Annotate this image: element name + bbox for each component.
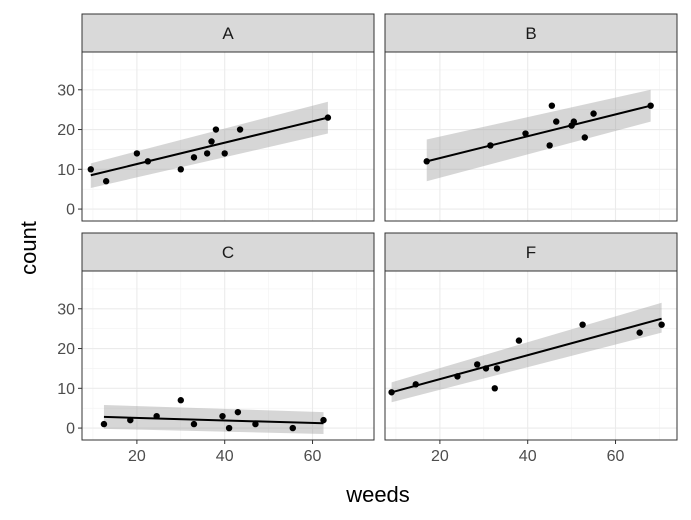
data-point	[236, 126, 244, 133]
facet-panel-F: F	[384, 232, 678, 441]
panel-border	[384, 270, 678, 441]
data-point	[553, 118, 560, 125]
regression-line	[391, 317, 662, 394]
regression-line	[426, 104, 651, 163]
x-tick-label: 20	[431, 448, 449, 465]
data-point	[100, 420, 108, 428]
data-point	[133, 150, 141, 157]
data-point	[647, 102, 654, 109]
data-point	[289, 424, 296, 432]
panel-border	[384, 51, 678, 222]
data-point	[581, 134, 588, 141]
y-axis-tick-labels: 0 10 20 30 0 10 20 30	[57, 82, 82, 438]
facet-panel-B: B	[384, 13, 678, 222]
x-tick-label: 40	[519, 448, 537, 465]
panel-gridlines	[385, 52, 677, 221]
y-axis-title: count	[16, 221, 41, 275]
data-point	[658, 321, 665, 328]
y-tick-label: 0	[66, 202, 75, 219]
data-point	[546, 142, 553, 149]
facet-strip	[81, 13, 375, 53]
data-point	[219, 412, 226, 420]
data-point	[177, 166, 184, 173]
data-point	[127, 416, 134, 424]
data-point	[212, 126, 220, 133]
x-axis-title: weeds	[345, 482, 410, 507]
data-point	[491, 385, 498, 392]
facet-panels: A B C F	[81, 13, 678, 441]
regression-line	[103, 415, 324, 425]
x-tick-label: 60	[304, 448, 322, 465]
data-point	[487, 142, 494, 149]
data-point	[208, 138, 215, 145]
facet-panel-A: A	[81, 13, 375, 222]
facet-strip-label: C	[222, 243, 234, 262]
data-point	[522, 130, 529, 137]
y-tick-label: 10	[57, 162, 75, 179]
data-point	[454, 373, 461, 380]
data-point	[548, 102, 556, 109]
y-tick-label: 30	[57, 301, 75, 318]
x-tick-label: 20	[128, 448, 146, 465]
data-point	[221, 150, 228, 157]
facet-strip	[384, 13, 678, 53]
data-point	[388, 389, 395, 396]
confidence-band	[90, 101, 328, 188]
x-tick-label: 60	[607, 448, 625, 465]
data-point	[87, 166, 94, 173]
panel-background	[82, 52, 374, 221]
panel-border	[81, 51, 375, 222]
panel-background	[385, 52, 677, 221]
facet-strip-label: F	[526, 243, 536, 262]
y-tick-label: 0	[66, 421, 75, 438]
y-tick-label: 10	[57, 381, 75, 398]
data-point	[493, 365, 501, 372]
y-tick-label: 20	[57, 341, 75, 358]
data-point	[252, 420, 259, 428]
facet-strip	[81, 232, 375, 272]
data-point	[570, 118, 578, 125]
data-point	[203, 150, 211, 157]
panel-background	[385, 271, 677, 440]
panel-gridlines	[82, 271, 374, 440]
data-point	[482, 365, 490, 372]
x-axis-tick-labels: 20 40 60 20 40 60	[128, 440, 625, 465]
data-point	[579, 321, 586, 328]
data-point	[474, 361, 481, 368]
data-point	[225, 424, 233, 432]
facet-strip-label: B	[525, 24, 536, 43]
data-point	[190, 154, 198, 161]
data-point	[190, 420, 198, 428]
panel-border	[81, 270, 375, 441]
data-point	[636, 329, 643, 336]
data-point	[320, 416, 327, 424]
y-tick-label: 30	[57, 82, 75, 99]
y-tick-label: 20	[57, 122, 75, 139]
data-point	[102, 178, 110, 185]
data-point	[144, 158, 152, 165]
data-point	[515, 337, 523, 344]
data-point	[423, 158, 430, 165]
x-tick-label: 40	[216, 448, 234, 465]
panel-gridlines	[82, 52, 374, 221]
facet-strip-label: A	[222, 24, 234, 43]
data-point	[590, 110, 597, 117]
data-point	[324, 114, 332, 121]
facet-panel-C: C	[81, 232, 375, 441]
data-point	[177, 397, 184, 404]
data-point	[234, 408, 242, 416]
data-point	[153, 412, 160, 420]
regression-line	[90, 116, 329, 177]
data-point	[412, 381, 419, 388]
panel-background	[82, 271, 374, 440]
